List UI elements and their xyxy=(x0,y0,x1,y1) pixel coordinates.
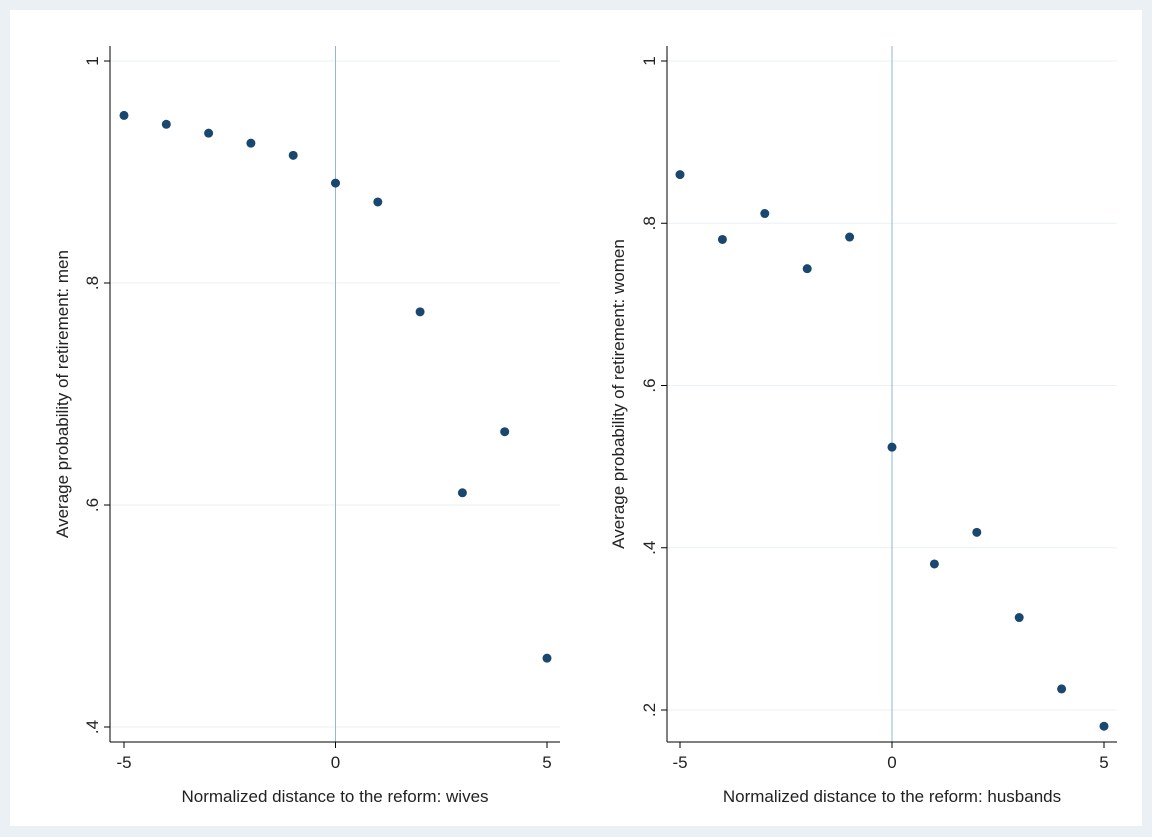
data-point xyxy=(246,138,256,148)
y-tick-label: .6 xyxy=(83,498,102,512)
data-point xyxy=(1014,613,1024,623)
plot-region xyxy=(10,10,574,826)
y-tick-label: 1 xyxy=(640,56,659,65)
y-tick-label: .2 xyxy=(640,703,659,717)
left-panel: .4 .6 .8 1 -5 0 5 Normalized distance to the re… xyxy=(10,10,574,826)
y-tick-label: .8 xyxy=(640,216,659,230)
data-point xyxy=(929,559,939,569)
data-point xyxy=(1099,721,1109,731)
data-point xyxy=(972,527,982,537)
x-axis-title: Normalized distance to the reform: wives xyxy=(181,787,488,806)
x-tick-label: 0 xyxy=(887,753,896,772)
data-point xyxy=(331,178,340,188)
x-tick-label: -5 xyxy=(672,753,687,772)
data-point xyxy=(845,232,855,242)
data-point xyxy=(500,427,510,437)
data-point xyxy=(161,119,171,129)
plot-region xyxy=(574,10,1142,826)
data-point xyxy=(1057,684,1067,694)
data-point xyxy=(802,264,812,274)
data-point xyxy=(119,110,129,120)
data-point xyxy=(542,653,552,663)
data-point xyxy=(760,209,770,219)
y-axis-title: Average probability of retirement: men xyxy=(53,250,72,538)
x-tick-label: 5 xyxy=(1099,753,1108,772)
x-tick-label: 5 xyxy=(542,753,551,772)
y-tick-label: .8 xyxy=(83,276,102,290)
x-tick-label: 0 xyxy=(331,753,340,772)
y-tick-label: .4 xyxy=(83,720,102,734)
data-point xyxy=(373,197,383,207)
data-point xyxy=(415,307,425,317)
y-axis-title: Average probability of retirement: women xyxy=(609,239,628,549)
data-point xyxy=(675,170,685,180)
y-tick-label: .4 xyxy=(640,541,659,555)
y-tick-label: .6 xyxy=(640,378,659,392)
data-point xyxy=(288,150,298,160)
x-axis-title: Normalized distance to the reform: husba… xyxy=(723,787,1061,806)
x-tick-label: -5 xyxy=(116,753,131,772)
right-panel: .2 .4 .6 .8 1 -5 0 5 Normalized distance to the … xyxy=(574,10,1142,826)
data-point xyxy=(457,488,467,498)
data-point xyxy=(204,128,214,138)
data-point xyxy=(887,442,897,452)
y-tick-label: 1 xyxy=(83,56,102,65)
data-point xyxy=(717,234,727,244)
